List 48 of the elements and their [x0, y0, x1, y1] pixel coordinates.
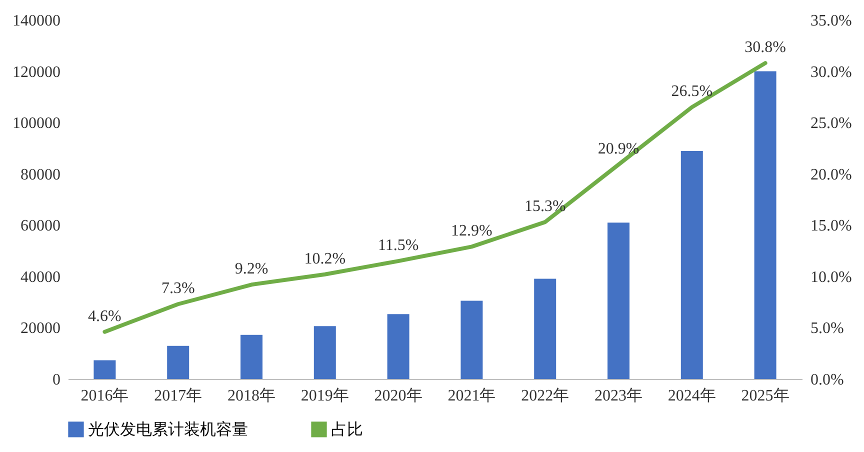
data-label: 26.5% — [671, 83, 713, 100]
data-label: 30.8% — [744, 39, 786, 56]
data-label: 9.2% — [234, 260, 268, 278]
x-tick-label: 2019年 — [300, 388, 349, 404]
data-label: 10.2% — [304, 250, 346, 268]
y-tick-label: 20000 — [20, 320, 60, 338]
x-tick-label: 2022年 — [521, 388, 570, 404]
legend-label: 光伏发电累计装机容量 — [88, 420, 248, 438]
y-tick-label: 80000 — [20, 166, 60, 184]
y2-tick-label: 25.0% — [810, 115, 852, 132]
y-tick-label: 100000 — [12, 115, 60, 132]
y2-tick-label: 10.0% — [810, 268, 852, 286]
bar — [460, 300, 483, 379]
y2-tick-label: 0.0% — [810, 372, 844, 388]
x-tick-label: 2016年 — [80, 388, 129, 404]
bar — [240, 334, 262, 379]
y-tick-label: 120000 — [12, 64, 60, 81]
bar — [534, 278, 556, 379]
x-tick-label: 2018年 — [228, 388, 276, 404]
data-label: 15.3% — [524, 198, 566, 216]
x-tick-label: 2023年 — [594, 388, 642, 404]
y2-tick-label: 15.0% — [810, 218, 852, 235]
y2-tick-label: 5.0% — [810, 320, 844, 338]
y-tick-label: 140000 — [12, 12, 60, 30]
bar — [94, 360, 116, 379]
x-tick-label: 2020年 — [374, 388, 422, 404]
data-label: 12.9% — [451, 222, 492, 240]
bar — [167, 346, 190, 379]
x-tick-label: 2024年 — [668, 388, 716, 404]
y-tick-label: 40000 — [20, 268, 60, 286]
data-label: 20.9% — [598, 140, 640, 158]
y2-tick-label: 20.0% — [810, 166, 852, 184]
bar — [387, 314, 410, 379]
bar — [314, 326, 336, 379]
y2-tick-label: 35.0% — [810, 12, 852, 30]
data-label: 4.6% — [88, 308, 122, 325]
data-label: 7.3% — [161, 280, 195, 298]
x-tick-label: 2017年 — [154, 388, 202, 404]
x-tick-label: 2025年 — [741, 388, 790, 404]
x-tick-label: 2021年 — [448, 388, 496, 404]
legend-label: 占比 — [331, 420, 363, 438]
bar — [608, 222, 630, 379]
bar — [680, 151, 703, 379]
bar — [754, 71, 776, 379]
data-label: 11.5% — [378, 237, 419, 254]
y2-tick-label: 30.0% — [810, 64, 852, 81]
y-tick-label: 60000 — [20, 218, 60, 235]
y-tick-label: 0 — [52, 372, 60, 388]
